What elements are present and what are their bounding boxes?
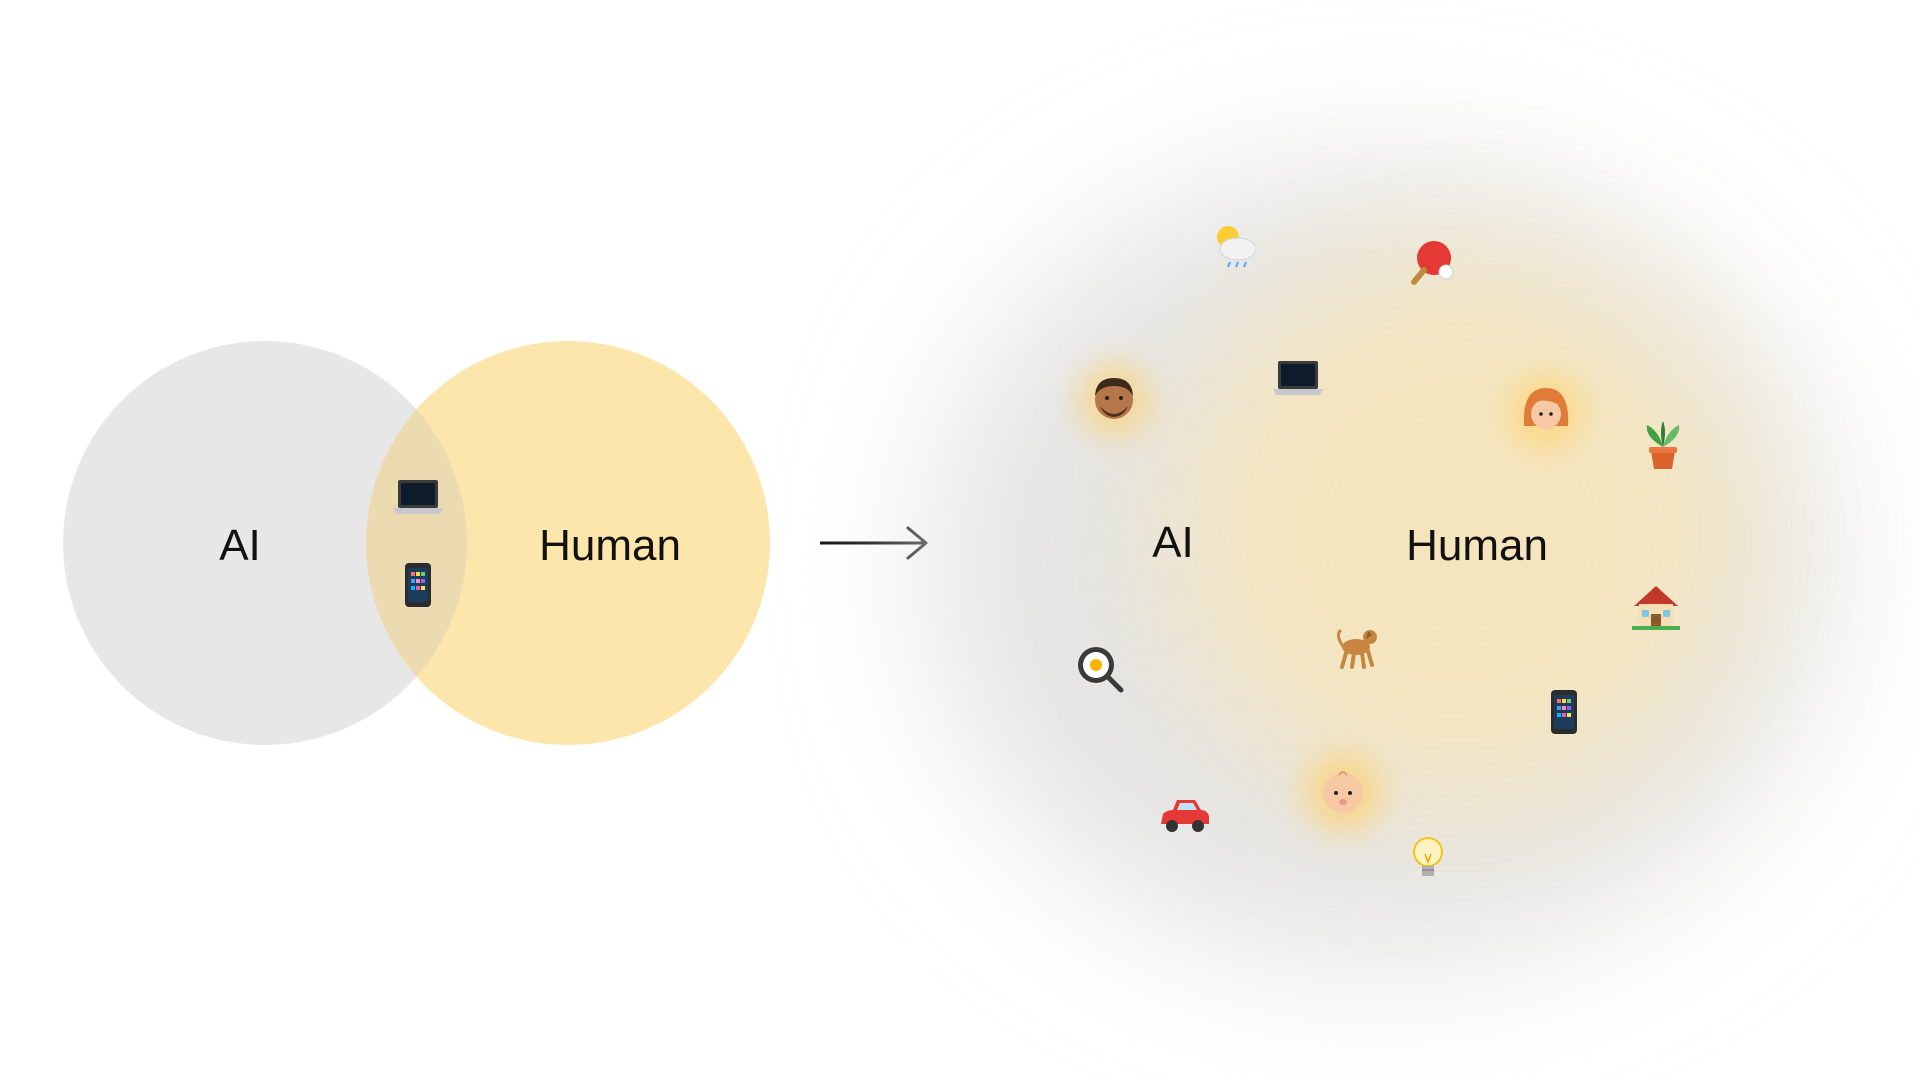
ai-label: AI — [219, 521, 261, 570]
laptop-icon — [393, 480, 443, 514]
human-label-blended: Human — [1406, 521, 1548, 570]
mobile-phone-icon — [405, 563, 431, 607]
human-circle — [366, 341, 770, 745]
laptop-icon — [1273, 361, 1323, 395]
mobile-phone-icon — [1551, 690, 1577, 734]
ai-label-blended: AI — [1152, 518, 1194, 567]
frying-pan-egg-icon — [1078, 647, 1124, 693]
dog-icon — [1336, 629, 1377, 669]
house-icon — [1632, 586, 1680, 630]
man-icon — [1076, 362, 1152, 438]
light-bulb-icon — [1413, 837, 1443, 876]
car-icon — [1161, 800, 1209, 832]
woman-red-hair-icon — [1508, 374, 1584, 450]
venn-diagram: AI Human — [63, 341, 770, 745]
blended-cloud: AI Human — [930, 165, 1830, 965]
transition-arrow — [820, 526, 928, 560]
potted-plant-icon — [1646, 421, 1680, 469]
baby-icon — [1303, 753, 1383, 833]
ai-circle — [63, 341, 467, 745]
ping-pong-icon — [1411, 241, 1454, 285]
human-label: Human — [539, 521, 681, 570]
sun-behind-rain-cloud-icon — [1217, 226, 1257, 268]
